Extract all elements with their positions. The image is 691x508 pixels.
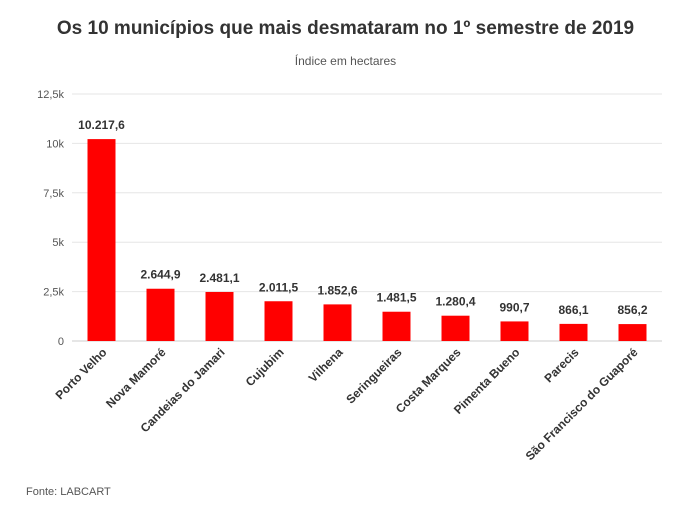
data-label: 1.481,5 [376,291,416,305]
y-tick-label: 5k [52,237,64,249]
y-tick-label: 7,5k [43,188,64,200]
x-tick-label: Cujubim [243,345,287,389]
bar [441,315,470,341]
data-label: 2.481,1 [199,271,239,285]
source-note: Fonte: LABCART [26,486,111,498]
data-label: 866,1 [558,303,588,317]
y-axis-ticks: 0 2,5k 5k 7,5k 10k 12,5k [37,89,64,348]
y-tick-label: 2,5k [43,287,64,299]
bars [87,139,647,341]
bar [323,304,352,341]
chart-subtitle: Índice em hectares [294,54,397,68]
x-tick-label: São Francisco do Guaporé [523,345,641,463]
bar [559,323,588,341]
x-tick-label: Parecis [542,345,582,385]
x-tick-label: Seringueiras [343,345,405,407]
x-tick-label: Porto Velho [53,345,110,402]
y-tick-label: 10k [46,138,64,150]
x-tick-label: Vilhena [306,345,346,385]
chart-title: Os 10 municípios que mais desmataram no … [56,18,635,39]
data-label: 2.644,9 [140,268,180,282]
data-label: 1.280,4 [435,295,475,309]
data-label: 2.011,5 [259,280,299,294]
bar [500,321,529,341]
data-label: 1.852,6 [317,283,357,297]
x-tick-label: Nova Mamoré [103,345,169,411]
data-label: 10.217,6 [78,118,125,132]
bar [618,324,647,341]
bar [264,301,293,341]
data-label: 990,7 [499,300,529,314]
y-tick-label: 0 [58,336,64,348]
y-tick-label: 12,5k [37,89,64,101]
data-labels: 10.217,6 2.644,9 2.481,1 2.011,5 1.852,6 1.48… [78,118,648,317]
bar [205,291,234,341]
data-label: 856,2 [617,303,647,317]
bar [87,139,116,341]
bar [382,311,411,341]
bar [146,288,175,341]
